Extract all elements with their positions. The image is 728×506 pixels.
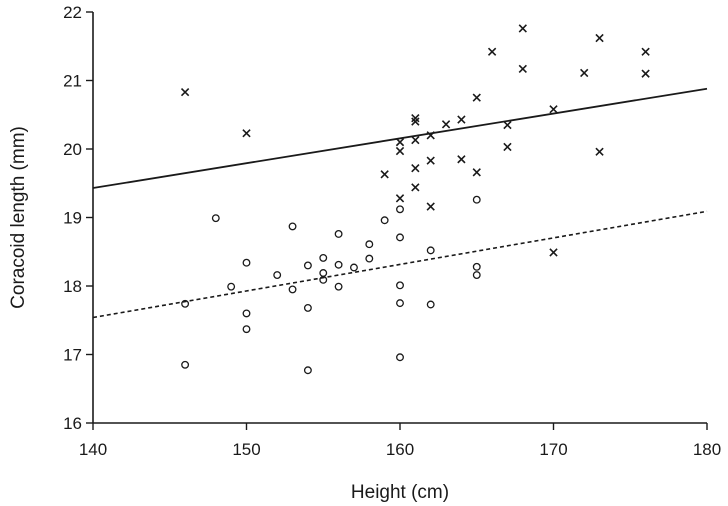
circle-marker-point (319, 269, 328, 277)
circle-markers-fit-line (92, 210, 708, 319)
axes: 16 17 18 19 20 21 22 140 150 160 170 180 (63, 3, 721, 459)
y-tick-label: 17 (63, 346, 82, 365)
circle-marker-point (396, 299, 404, 308)
circle-marker-point (334, 282, 343, 291)
circle-marker-point (396, 281, 404, 290)
x-marker-point (503, 120, 512, 130)
x-marker-point (457, 155, 466, 164)
x-marker-point (549, 105, 558, 114)
x-marker-point (426, 131, 435, 140)
circle-marker-point (426, 246, 435, 255)
circle-marker-point (181, 299, 190, 308)
y-tick-label: 16 (63, 414, 82, 433)
x-marker-point (180, 87, 190, 97)
circle-marker-point (365, 240, 374, 249)
x-marker-point (380, 170, 389, 179)
y-tick-label: 19 (63, 209, 82, 228)
x-marker-point (457, 115, 466, 124)
circle-marker-point (350, 263, 358, 272)
x-marker-point (441, 120, 451, 129)
x-marker-point (411, 114, 420, 123)
circle-marker-point (303, 366, 312, 375)
circle-marker-point (242, 309, 251, 318)
x-tick-label: 180 (693, 440, 721, 459)
circle-marker-point (288, 222, 297, 231)
x-marker-point (426, 156, 435, 165)
x-marker-point (395, 137, 405, 147)
circle-marker-point (426, 300, 435, 309)
y-tick-label: 21 (63, 72, 82, 91)
x-tick-label: 170 (539, 440, 567, 459)
circle-marker-point (334, 260, 343, 269)
circle-marker-point (303, 261, 312, 270)
fit-lines (92, 87, 708, 319)
y-tick-label: 20 (63, 140, 82, 159)
circle-marker-point (303, 303, 312, 312)
x-tick-label: 160 (386, 440, 414, 459)
data-points (180, 24, 650, 375)
circle-marker-point (273, 271, 282, 279)
y-tick-label: 18 (63, 277, 82, 296)
circle-marker-point (365, 254, 374, 263)
circle-marker-point (288, 285, 297, 294)
x-tick-label: 140 (79, 440, 107, 459)
y-tick-label: 22 (63, 3, 82, 22)
x-marker-point (242, 129, 251, 138)
circle-marker-point (396, 233, 404, 242)
circle-marker-point (211, 214, 220, 223)
y-axis-title: Coracoid length (mm) (8, 126, 29, 309)
circle-marker-point (380, 216, 389, 225)
circle-marker-point (242, 258, 251, 267)
x-axis-title: Height (cm) (351, 482, 449, 503)
x-marker-point (472, 168, 481, 177)
x-marker-point (411, 164, 420, 173)
circle-marker-point (181, 360, 190, 369)
cross-markers-fit-line (92, 87, 708, 189)
x-marker-point (518, 64, 527, 74)
x-marker-point (395, 146, 405, 156)
x-marker-point (487, 47, 497, 56)
x-marker-point (411, 183, 420, 192)
circle-marker-point (227, 282, 236, 291)
x-marker-point (503, 142, 512, 152)
circle-marker-point (396, 353, 404, 362)
x-marker-point (580, 68, 589, 78)
x-marker-point (472, 93, 481, 102)
x-marker-point (641, 47, 650, 56)
x-marker-point (595, 33, 604, 43)
x-marker-point (426, 202, 435, 211)
circle-marker-point (472, 195, 481, 204)
x-marker-point (549, 248, 558, 257)
circle-marker-point (472, 262, 481, 271)
x-marker-point (411, 117, 420, 126)
circle-marker-point (472, 271, 481, 279)
x-marker-point (395, 194, 405, 203)
x-marker-point (641, 69, 650, 78)
x-tick-label: 150 (232, 440, 260, 459)
circle-marker-point (242, 325, 251, 334)
circle-marker-point (319, 253, 328, 262)
x-marker-point (411, 135, 420, 145)
x-marker-point (595, 147, 604, 156)
circle-marker-point (334, 229, 343, 238)
circle-marker-point (319, 275, 328, 284)
x-marker-point (518, 24, 527, 33)
circle-marker-point (396, 205, 404, 214)
